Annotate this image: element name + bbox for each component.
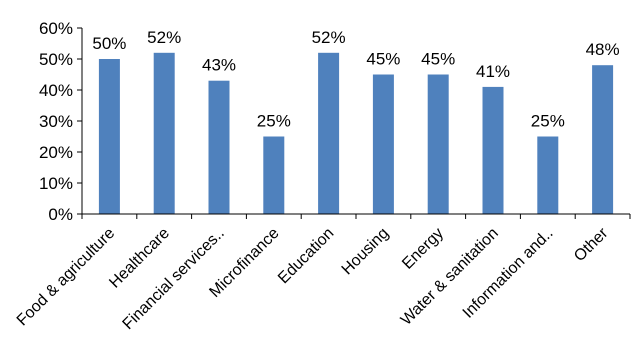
y-tick-label: 30%	[39, 112, 73, 131]
bar	[592, 65, 614, 214]
bar	[537, 136, 559, 214]
x-tick-label: Food & agriculture	[14, 225, 119, 330]
data-label: 45%	[421, 50, 455, 69]
bar	[208, 80, 230, 214]
data-label: 52%	[147, 28, 181, 47]
data-label: 41%	[476, 62, 510, 81]
bar	[98, 59, 120, 214]
data-label: 45%	[366, 50, 400, 69]
data-label: 25%	[531, 112, 565, 131]
data-label: 50%	[92, 34, 126, 53]
bar	[153, 52, 175, 214]
y-tick-label: 60%	[39, 19, 73, 38]
y-tick-label: 40%	[39, 81, 73, 100]
x-tick-label: Education	[275, 225, 337, 287]
x-tick-label: Energy	[399, 225, 447, 273]
bar	[482, 86, 504, 214]
bar	[263, 136, 285, 214]
x-tick-label: Housing	[339, 225, 393, 279]
y-tick-label: 50%	[39, 50, 73, 69]
data-label: 25%	[257, 112, 291, 131]
x-tick-label: Financial services..	[120, 225, 228, 333]
bar	[318, 52, 340, 214]
x-tick-label: Other	[571, 224, 612, 265]
data-labels: 50% 52% 43% 25% 52% 45% 45% 41% 25% 48%	[92, 28, 619, 131]
y-tick-label: 10%	[39, 174, 73, 193]
bar	[427, 74, 449, 214]
bars	[98, 52, 614, 214]
data-label: 48%	[586, 40, 620, 59]
y-tick-label: 0%	[48, 205, 73, 224]
data-label: 43%	[202, 56, 236, 75]
x-tick-label: Water & sanitation	[398, 225, 502, 329]
data-label: 52%	[312, 28, 346, 47]
y-tick-label: 20%	[39, 143, 73, 162]
y-axis: 0% 10% 20% 30% 40% 50% 60%	[39, 19, 83, 224]
bar	[372, 74, 394, 214]
